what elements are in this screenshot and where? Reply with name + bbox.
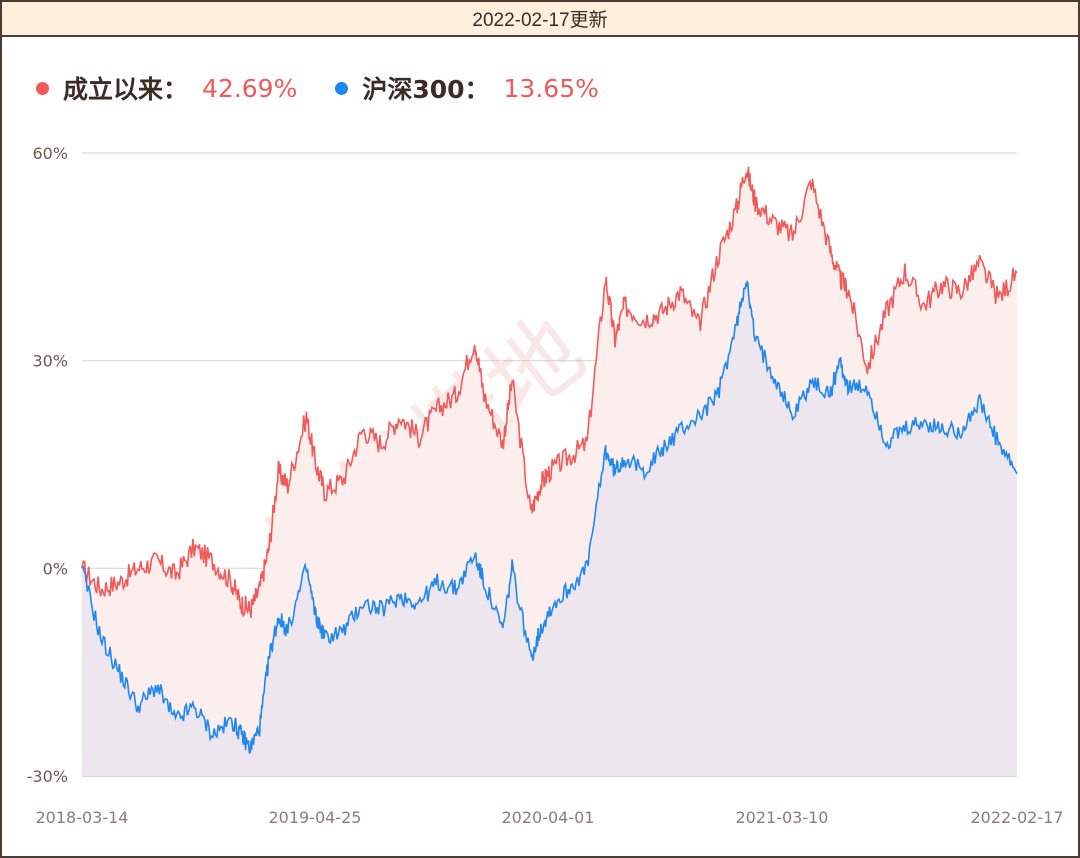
- y-tick-label: 30%: [32, 352, 68, 371]
- legend-value: 42.69%: [202, 73, 298, 103]
- y-tick-label: 0%: [43, 559, 68, 578]
- legend-item-fund[interactable]: 成立以来： 42.69%: [36, 70, 297, 106]
- fund-line: [81, 166, 1018, 619]
- fund-dot-icon: [36, 81, 49, 95]
- x-axis: 2018-03-14 2019-04-25 2020-04-01 2021-03-10…: [36, 808, 1064, 827]
- x-tick-label: 2019-04-25: [269, 808, 362, 827]
- x-tick-label: 2018-03-14: [36, 808, 129, 827]
- legend: 成立以来： 42.69% 沪深300： 13.65%: [36, 70, 637, 106]
- update-date: 2022-02-17更新: [472, 10, 608, 31]
- x-tick-label: 2021-03-10: [736, 808, 829, 827]
- legend-value: 13.65%: [503, 73, 599, 103]
- x-tick-label: 2020-04-01: [502, 808, 595, 827]
- index-dot-icon: [335, 81, 349, 95]
- legend-item-index[interactable]: 沪深300： 13.65%: [335, 70, 599, 106]
- y-tick-label: -30%: [27, 767, 68, 786]
- x-tick-label: 2022-02-17: [971, 808, 1064, 827]
- legend-label: 沪深300：: [362, 75, 490, 104]
- index-area: [82, 282, 1017, 776]
- legend-label: 成立以来：: [63, 75, 189, 104]
- update-header: 2022-02-17更新: [2, 2, 1078, 37]
- y-axis: 60% 30% 0% -30%: [27, 144, 68, 786]
- y-tick-label: 60%: [32, 144, 68, 163]
- index-line: [81, 279, 1018, 754]
